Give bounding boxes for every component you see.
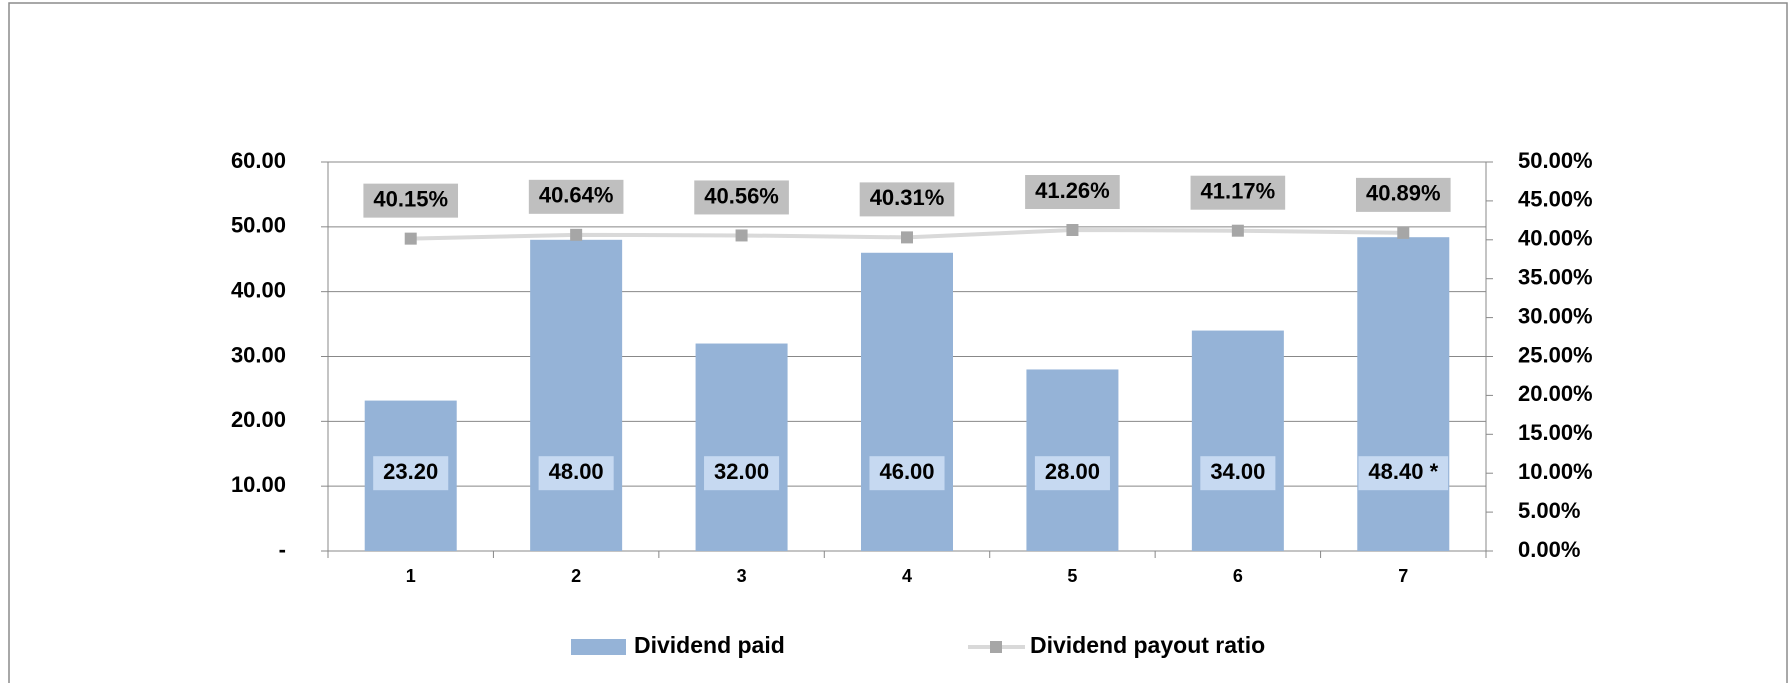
y2-tick-label: 40.00% [1518, 226, 1593, 251]
y2-tick-label: 50.00% [1518, 148, 1593, 173]
x-tick-label: 2 [571, 566, 581, 586]
line-marker [570, 228, 583, 241]
y2-tick-label: 15.00% [1518, 420, 1593, 445]
data-label: 41.17% [1201, 179, 1276, 204]
line-marker [735, 229, 748, 242]
legend-label: Dividend payout ratio [1030, 632, 1265, 658]
data-label: 23.20 [383, 459, 438, 484]
data-label: 46.00 [879, 459, 934, 484]
data-label: 40.15% [373, 186, 448, 211]
x-tick-label: 3 [737, 566, 747, 586]
line-marker [1231, 224, 1244, 237]
x-tick-label: 4 [902, 566, 912, 586]
data-label: 48.00 [549, 459, 604, 484]
y2-tick-label: 25.00% [1518, 342, 1593, 367]
line-marker [901, 231, 913, 244]
data-label-box [528, 179, 624, 214]
y-tick-label: 10.00 [231, 472, 286, 497]
data-label-box [373, 456, 449, 491]
data-label-box [1355, 177, 1451, 212]
legend-swatch [571, 639, 626, 655]
bar [530, 239, 623, 552]
data-label-box [538, 456, 614, 491]
chart-frame [8, 2, 1788, 683]
y2-tick-label: 30.00% [1518, 303, 1593, 328]
line-marker [1066, 223, 1079, 236]
y-tick-label: 40.00 [231, 277, 286, 302]
data-label: 48.40 * [1368, 459, 1438, 484]
data-label-box [859, 182, 955, 217]
data-label: 40.89% [1366, 181, 1441, 206]
legend-swatch [990, 641, 1002, 653]
data-label: 32.00 [714, 459, 769, 484]
data-label: 28.00 [1045, 459, 1100, 484]
y2-tick-label: 10.00% [1518, 459, 1593, 484]
legend-label: Dividend paid [634, 632, 785, 658]
y2-tick-label: 20.00% [1518, 381, 1593, 406]
data-label-box [363, 183, 459, 218]
data-label: 40.56% [704, 183, 779, 208]
x-tick-label: 6 [1233, 566, 1243, 586]
x-tick-label: 5 [1067, 566, 1077, 586]
data-label-box [869, 456, 945, 491]
data-label-box [704, 456, 780, 491]
bar [861, 252, 953, 551]
y-tick-label: 30.00 [231, 342, 286, 367]
data-label: 34.00 [1210, 459, 1265, 484]
line-marker [1397, 226, 1410, 239]
data-label: 40.31% [870, 185, 945, 210]
y2-tick-label: 35.00% [1518, 265, 1593, 290]
y-tick-label: 50.00 [231, 213, 286, 238]
x-tick-label: 1 [406, 566, 416, 586]
y2-tick-label: 5.00% [1518, 498, 1580, 523]
bar [695, 343, 788, 551]
line-marker [404, 232, 417, 245]
y-tick-label: 60.00 [231, 148, 286, 173]
y2-tick-label: 45.00% [1518, 187, 1593, 212]
data-label-box [1190, 175, 1286, 210]
data-label-box [1200, 456, 1276, 491]
data-label-box [694, 180, 789, 215]
data-label: 40.64% [539, 183, 614, 208]
y2-tick-label: 0.00% [1518, 537, 1580, 562]
x-tick-label: 7 [1398, 566, 1408, 586]
data-label-box [1034, 456, 1110, 491]
bar [1357, 237, 1450, 551]
data-label-box [1358, 456, 1449, 491]
data-label-box [1025, 174, 1120, 209]
bar [1191, 330, 1284, 551]
data-label: 41.26% [1035, 178, 1110, 203]
y-tick-label: - [279, 537, 286, 562]
y-tick-label: 20.00 [231, 407, 286, 432]
